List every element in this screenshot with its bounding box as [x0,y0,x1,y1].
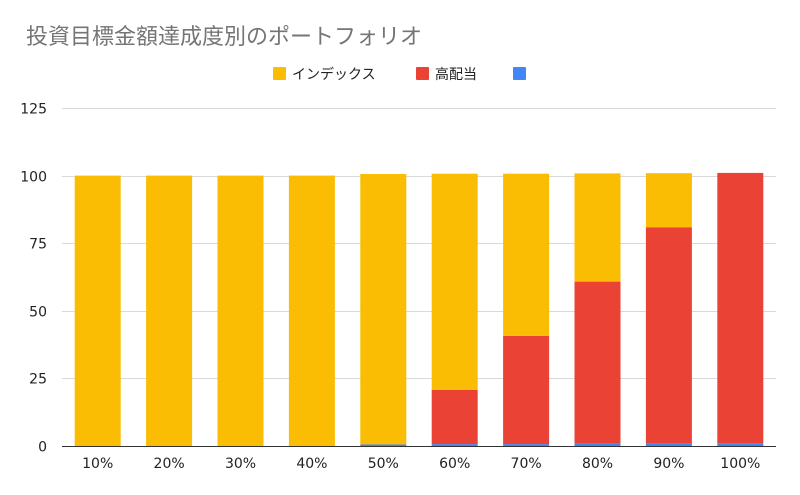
bar-segment-high-dividend [431,390,478,445]
bar-segment-high-dividend [574,281,621,444]
legend-label-high-dividend: 高配当 [435,66,477,83]
y-tick-label: 25 [29,372,47,388]
legend-swatch-high-dividend [416,67,429,80]
x-tick-label: 20% [154,456,185,472]
x-tick-label: 100% [720,456,760,472]
bar-segment-high-dividend [645,227,692,444]
bar-segment-index [503,173,550,336]
bar-segment-index [146,175,193,446]
bar-segment-high-dividend [503,335,550,445]
bar-segment-high-dividend [717,172,764,444]
bar-segment-index [217,175,264,446]
bar-segment-third [717,443,764,446]
legend: インデックス 高配当 [273,66,526,83]
legend-label-index: インデックス [292,66,376,83]
bar-segment-index [288,175,335,446]
y-tick-label: 50 [29,305,47,321]
legend-swatch-index [273,67,286,80]
y-tick-label: 0 [38,440,47,456]
chart-title: 投資目標金額達成度別のポートフォリオ [26,25,422,50]
legend-swatch-third [513,67,526,80]
bar-segment-index [360,174,407,445]
x-tick-label: 10% [82,456,113,472]
x-tick-label: 50% [368,456,399,472]
bar-segment-index [645,173,692,228]
bar-segment-index [74,175,121,446]
bar-segment-third [360,444,407,446]
bar-segment-third [503,444,550,446]
y-tick-label: 125 [20,102,47,118]
x-tick-label: 40% [296,456,327,472]
x-axis: 10% 20% 30% 40% 50% 60% 70% 80% 90% 100% [82,456,760,472]
x-tick-label: 90% [653,456,684,472]
bar-segment-index [574,173,621,282]
bars [74,172,764,446]
y-axis: 0 25 50 75 100 125 [20,102,47,456]
bar-segment-third [574,443,621,446]
x-tick-label: 70% [511,456,542,472]
x-tick-label: 30% [225,456,256,472]
bar-segment-third [645,443,692,446]
y-tick-label: 75 [29,237,47,253]
y-tick-label: 100 [20,170,47,186]
x-tick-label: 60% [439,456,470,472]
x-tick-label: 80% [582,456,613,472]
bar-segment-third [431,444,478,446]
bar-segment-index [431,173,478,390]
